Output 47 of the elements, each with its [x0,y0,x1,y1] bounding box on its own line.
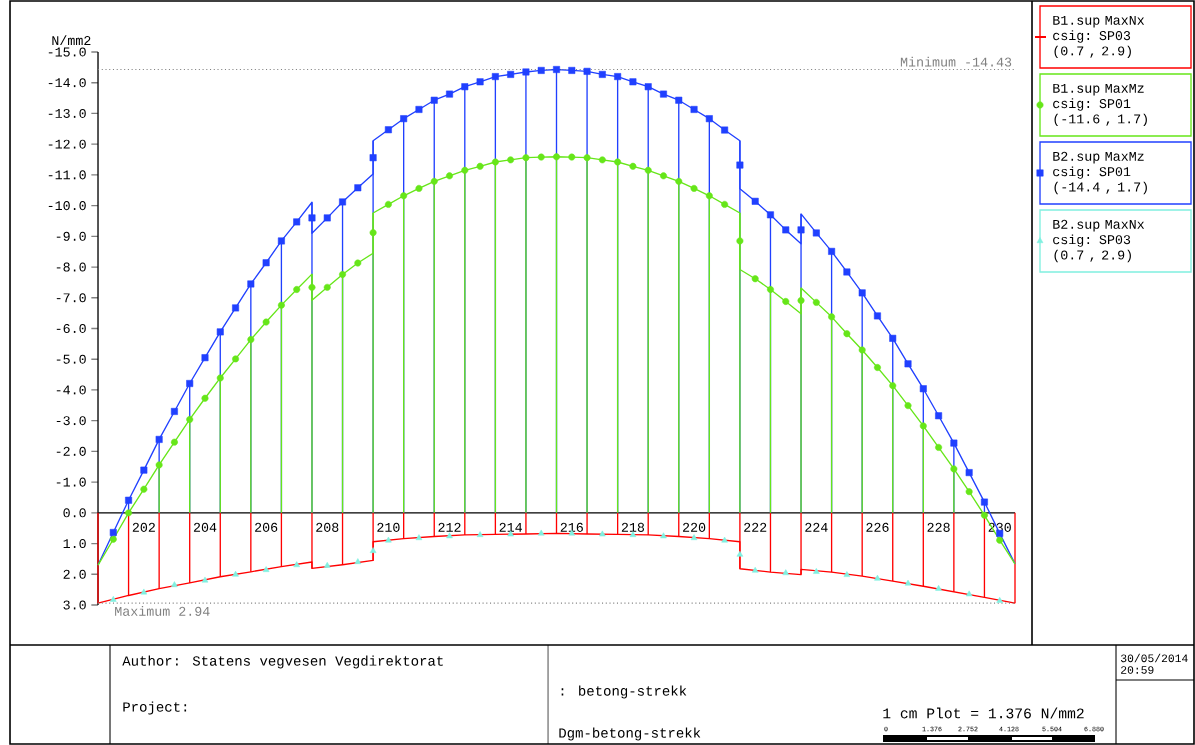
y-axis-title: N/mm2 [52,35,91,46]
text: Dgm-betong-strekk [559,727,701,741]
y-tick-label: -7.0 [56,293,86,303]
x-tick-label: 216 [560,522,583,532]
y-tick-label: -15.0 [48,47,86,57]
legend-label: B1.sup MaxMz csig: SP01 (-11.6 , 1.7) [1053,83,1147,127]
legend-label: B2.sup MaxMz csig: SP01 (-14.4 , 1.7) [1053,151,1147,195]
legend-label: B1.sup MaxNx csig: SP03 (0.7 , 2.9) [1053,15,1145,59]
y-tick-label: 1.0 [63,539,86,549]
y-tick-label: 3.0 [63,600,86,610]
text: Author: Statens vegvesen Vegdirektorat [122,655,443,669]
y-tick-label: -14.0 [48,78,86,88]
x-tick-label: 220 [682,522,706,532]
x-tick-label: 210 [377,522,400,532]
ref-line-label: Maximum 2.94 [115,606,210,616]
text: 30/05/2014 [1120,653,1188,663]
x-tick-label: 208 [316,522,339,532]
y-tick-label: -8.0 [56,262,86,272]
x-tick-label: 212 [438,522,461,532]
text: 20:59 [1121,666,1154,674]
y-tick-label: -10.0 [48,201,86,211]
y-tick-label: -11.0 [48,170,86,180]
y-tick-label: 2.0 [63,569,86,579]
ref-line-label: Minimum -14.43 [900,56,1012,67]
x-tick-label: 222 [744,522,767,532]
y-tick-label: -2.0 [56,446,86,456]
legend-label: B2.sup MaxNx csig: SP03 (0.7 , 2.9) [1053,219,1145,263]
x-tick-label: 202 [132,522,155,532]
x-tick-label: 214 [499,522,522,532]
y-tick-label: -1.0 [56,477,86,487]
y-tick-label: -5.0 [56,354,86,364]
y-tick-label: -12.0 [48,139,86,149]
y-tick-label: -4.0 [56,385,86,395]
x-tick-label: 218 [621,522,645,532]
x-tick-label: 226 [866,522,889,532]
text: : betong-strekk [561,685,687,699]
x-tick-label: 206 [255,522,278,532]
text: Project: [123,701,187,715]
y-tick-label: -6.0 [56,323,86,334]
x-tick-label: 224 [805,522,828,532]
x-tick-label: 228 [927,522,950,532]
y-tick-label: -3.0 [56,416,86,426]
x-tick-label: 204 [193,522,217,532]
text: 1 cm Plot = 1.376 N/mm2 [883,707,1084,719]
y-tick-label: 0.0 [63,508,86,518]
y-tick-label: -13.0 [48,108,86,118]
y-tick-label: -9.0 [56,231,86,241]
